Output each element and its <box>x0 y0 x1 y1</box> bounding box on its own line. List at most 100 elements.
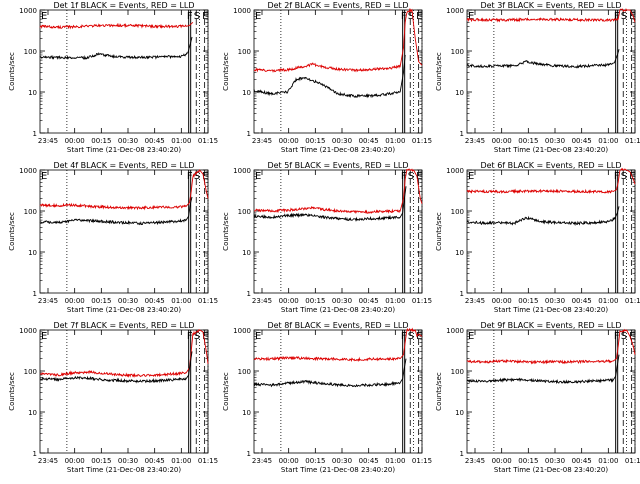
y-tick-label: 100 <box>451 48 464 56</box>
event-label: S <box>408 331 414 342</box>
y-tick-label: 10 <box>28 89 37 97</box>
x-tick-label: 01:15 <box>625 297 640 305</box>
event-label: E <box>202 331 208 342</box>
y-tick-label: 1 <box>460 450 464 458</box>
x-tick-label: 23:45 <box>252 137 272 145</box>
plot-frame <box>39 9 209 134</box>
y-tick-label: 1 <box>460 290 464 298</box>
x-tick-label: 00:30 <box>545 297 565 305</box>
panel-title: Det 4f BLACK = Events, RED = LLD <box>53 161 194 170</box>
events-series-line <box>39 196 193 226</box>
panel-title: Det 2f BLACK = Events, RED = LLD <box>267 1 408 10</box>
y-axis-label: Counts/sec <box>222 52 230 91</box>
event-label: F <box>187 171 193 182</box>
y-tick-label: 1000 <box>233 7 251 15</box>
event-label: S <box>194 331 200 342</box>
x-tick-label: 00:30 <box>545 457 565 465</box>
events-series-line <box>39 351 193 384</box>
events-series-line <box>253 54 406 99</box>
event-label: E <box>41 11 47 22</box>
x-tick-label: 00:00 <box>279 297 299 305</box>
x-tick-label: 00:15 <box>91 297 111 305</box>
event-label: E <box>629 331 635 342</box>
event-label: E <box>255 11 261 22</box>
y-tick-label: 10 <box>242 409 251 417</box>
x-tick-label: 00:15 <box>305 137 325 145</box>
x-tick-label: 00:00 <box>65 457 85 465</box>
x-tick-label: 00:00 <box>279 137 299 145</box>
panel-title: Det 1f BLACK = Events, RED = LLD <box>53 1 194 10</box>
x-axis-label: Start Time (21-Dec-08 23:40:20) <box>281 466 395 474</box>
events-series-line <box>253 186 407 222</box>
x-tick-label: 23:45 <box>252 457 272 465</box>
y-tick-label: 10 <box>242 89 251 97</box>
event-label: E <box>416 11 422 22</box>
event-label: E <box>468 11 474 22</box>
event-label: F <box>401 331 407 342</box>
x-tick-label: 23:45 <box>465 297 485 305</box>
y-tick-label: 1 <box>460 130 464 138</box>
x-tick-label: 00:15 <box>518 297 538 305</box>
x-tick-label: 01:00 <box>598 297 618 305</box>
events-series-line <box>466 206 620 227</box>
y-tick-label: 1000 <box>19 167 37 175</box>
y-tick-label: 1 <box>247 450 251 458</box>
x-tick-label: 23:45 <box>38 297 58 305</box>
event-label: S <box>194 171 200 182</box>
panel-title: Det 7f BLACK = Events, RED = LLD <box>53 321 194 330</box>
event-label: E <box>629 11 635 22</box>
x-tick-label: 00:00 <box>279 457 299 465</box>
plot-frame <box>39 169 209 294</box>
event-label: E <box>255 171 261 182</box>
x-tick-label: 01:00 <box>385 137 405 145</box>
x-tick-label: 01:00 <box>171 457 191 465</box>
x-tick-label: 00:00 <box>492 457 512 465</box>
y-tick-label: 1000 <box>446 7 464 15</box>
events-series-line <box>466 49 620 69</box>
plot-frame <box>253 9 423 134</box>
x-tick-label: 00:00 <box>492 297 512 305</box>
y-axis-label: Counts/sec <box>435 212 443 251</box>
event-label: E <box>255 331 261 342</box>
y-tick-label: 1000 <box>19 7 37 15</box>
event-label: S <box>621 11 627 22</box>
x-tick-label: 00:30 <box>118 297 138 305</box>
y-tick-label: 1000 <box>233 167 251 175</box>
event-label: S <box>621 331 627 342</box>
x-tick-label: 00:30 <box>332 297 352 305</box>
y-tick-label: 100 <box>238 48 251 56</box>
event-label: S <box>408 171 414 182</box>
x-tick-label: 00:30 <box>118 457 138 465</box>
event-label: S <box>621 171 627 182</box>
lld-series-line <box>253 168 423 215</box>
x-tick-label: 00:15 <box>305 297 325 305</box>
events-series-line <box>253 358 407 388</box>
panel-title: Det 9f BLACK = Events, RED = LLD <box>480 321 621 330</box>
plot-frame <box>253 329 423 454</box>
x-tick-label: 01:15 <box>625 457 640 465</box>
x-axis-label: Start Time (21-Dec-08 23:40:20) <box>281 306 395 314</box>
x-axis-label: Start Time (21-Dec-08 23:40:20) <box>67 306 181 314</box>
lld-series-line <box>466 8 636 23</box>
event-label: E <box>202 11 208 22</box>
y-tick-label: 100 <box>451 208 464 216</box>
x-tick-label: 01:00 <box>385 297 405 305</box>
y-tick-label: 1000 <box>446 167 464 175</box>
event-label: E <box>416 171 422 182</box>
event-label: E <box>202 171 208 182</box>
x-tick-label: 00:15 <box>91 137 111 145</box>
x-axis-label: Start Time (21-Dec-08 23:40:20) <box>281 146 395 154</box>
y-tick-label: 1 <box>33 290 37 298</box>
y-tick-label: 1 <box>33 130 37 138</box>
x-axis-label: Start Time (21-Dec-08 23:40:20) <box>67 466 181 474</box>
y-tick-label: 100 <box>24 48 37 56</box>
x-tick-label: 00:00 <box>65 297 85 305</box>
x-tick-label: 00:00 <box>65 137 85 145</box>
event-label: F <box>401 11 407 22</box>
y-tick-label: 100 <box>451 368 464 376</box>
x-tick-label: 00:15 <box>518 137 538 145</box>
y-axis-label: Counts/sec <box>435 52 443 91</box>
x-tick-label: 23:45 <box>38 457 58 465</box>
y-tick-label: 10 <box>455 89 464 97</box>
lld-series-line <box>466 328 636 365</box>
